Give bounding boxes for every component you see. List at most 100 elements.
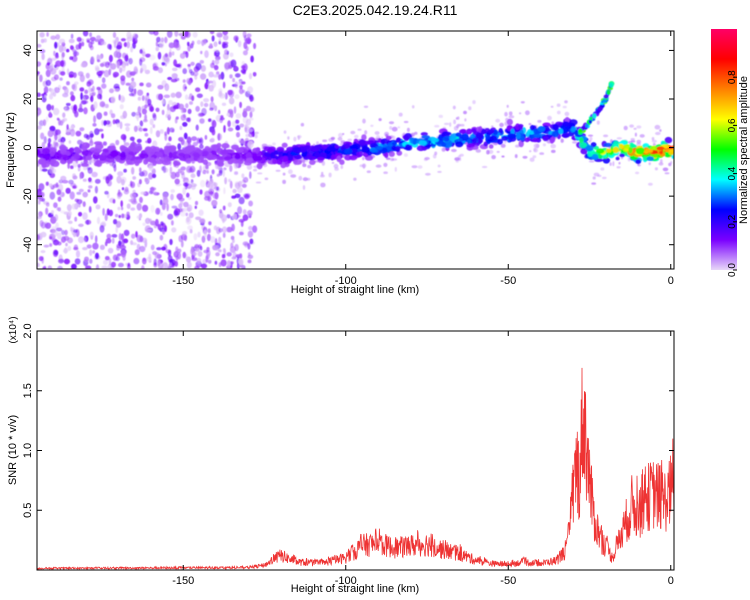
ridge-blob xyxy=(309,159,316,165)
noise-speck xyxy=(239,88,244,95)
noise-speck xyxy=(37,107,42,116)
noise-speck xyxy=(616,137,622,140)
noise-speck xyxy=(338,132,343,138)
ridge-blob xyxy=(161,160,171,166)
noise-speck xyxy=(65,102,71,107)
noise-speck xyxy=(155,207,161,215)
noise-speck xyxy=(144,69,151,75)
noise-speck xyxy=(48,183,54,188)
noise-speck xyxy=(140,191,146,195)
noise-speck xyxy=(38,213,41,218)
noise-speck xyxy=(248,225,253,231)
noise-speck xyxy=(157,262,164,269)
ridge-blob xyxy=(529,124,535,131)
noise-speck xyxy=(52,183,59,188)
ridge-blob xyxy=(668,149,674,156)
noise-speck xyxy=(434,124,440,128)
noise-speck xyxy=(171,51,175,56)
noise-speck xyxy=(39,32,45,38)
noise-speck xyxy=(403,153,408,157)
noise-speck xyxy=(89,130,94,139)
noise-speck xyxy=(150,220,156,226)
noise-speck xyxy=(68,74,74,78)
noise-speck xyxy=(78,203,81,208)
noise-speck xyxy=(86,81,92,87)
noise-speck xyxy=(52,92,57,97)
noise-speck xyxy=(378,118,382,122)
noise-speck xyxy=(203,102,209,108)
noise-speck xyxy=(230,59,237,68)
noise-speck xyxy=(138,127,143,132)
noise-speck xyxy=(472,100,476,105)
ridge-blob xyxy=(533,133,541,138)
ridge-blob xyxy=(532,137,539,143)
noise-speck xyxy=(159,234,164,241)
noise-speck xyxy=(162,197,169,206)
noise-speck xyxy=(207,81,210,85)
noise-speck xyxy=(125,262,128,266)
noise-speck xyxy=(73,184,78,189)
noise-speck xyxy=(398,112,403,117)
noise-speck xyxy=(178,103,185,110)
noise-speck xyxy=(73,232,77,238)
ridge-blob xyxy=(206,154,214,161)
noise-speck xyxy=(196,39,201,45)
noise-speck xyxy=(46,62,51,66)
noise-speck xyxy=(149,118,154,126)
noise-speck xyxy=(86,39,90,43)
noise-speck xyxy=(189,229,193,234)
noise-speck xyxy=(190,179,194,184)
noise-speck xyxy=(54,41,58,49)
noise-speck xyxy=(137,106,142,114)
noise-speck xyxy=(92,85,95,92)
noise-speck xyxy=(239,231,244,236)
noise-speck xyxy=(630,138,635,141)
noise-speck xyxy=(106,233,112,239)
ridge-blob xyxy=(81,150,89,156)
noise-speck xyxy=(75,130,82,137)
noise-speck xyxy=(120,38,126,42)
noise-speck xyxy=(101,265,108,269)
ridge-blob xyxy=(602,157,611,164)
noise-speck xyxy=(247,243,251,250)
noise-speck xyxy=(293,136,297,142)
noise-speck xyxy=(165,249,172,254)
ridge-blob xyxy=(197,157,204,163)
noise-speck xyxy=(238,218,245,223)
ridge-blob xyxy=(126,154,133,160)
noise-speck xyxy=(240,69,247,74)
noise-speck xyxy=(374,131,380,135)
noise-speck xyxy=(119,121,123,130)
noise-speck xyxy=(51,230,58,237)
noise-speck xyxy=(481,165,488,169)
noise-speck xyxy=(199,189,203,195)
noise-speck xyxy=(247,230,254,238)
ridge-blob xyxy=(441,131,450,138)
noise-speck xyxy=(130,46,134,53)
ridge-blob xyxy=(518,140,524,148)
noise-speck xyxy=(83,133,89,139)
noise-speck xyxy=(47,265,53,269)
noise-speck xyxy=(57,196,62,202)
branch-blob xyxy=(578,128,583,133)
noise-speck xyxy=(139,196,143,204)
noise-speck xyxy=(589,136,593,141)
noise-speck xyxy=(37,199,41,205)
noise-speck xyxy=(229,52,234,58)
ridge-blob xyxy=(99,154,107,161)
noise-speck xyxy=(68,140,72,144)
noise-speck xyxy=(207,181,214,190)
noise-speck xyxy=(66,81,70,86)
ridge-blob xyxy=(204,146,210,151)
branch-blob xyxy=(578,131,583,135)
noise-speck xyxy=(40,38,45,44)
noise-speck xyxy=(235,124,241,131)
noise-speck xyxy=(57,265,63,269)
noise-speck xyxy=(196,93,203,99)
noise-speck xyxy=(664,172,670,175)
noise-speck xyxy=(164,36,168,44)
noise-speck xyxy=(124,123,131,127)
noise-speck xyxy=(72,51,79,57)
noise-speck xyxy=(92,242,99,250)
